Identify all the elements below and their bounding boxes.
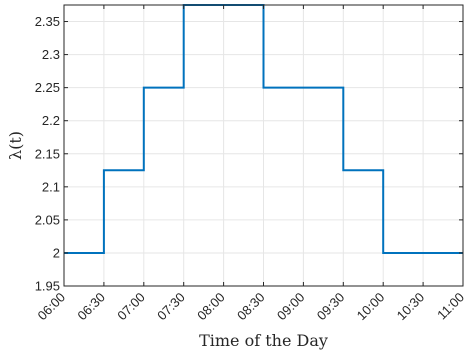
x-tick-label: 08:00 [194, 290, 228, 324]
x-tick-label: 09:00 [274, 290, 308, 324]
x-tick-label: 06:30 [74, 290, 108, 324]
y-tick-label: 2.15 [35, 146, 60, 161]
y-tick-label: 2 [53, 245, 60, 260]
y-tick-label: 2.2 [42, 113, 60, 128]
x-tick-label: 07:30 [154, 290, 188, 324]
tick-marks [63, 5, 464, 287]
x-tick-label: 10:00 [354, 290, 388, 324]
x-tick-labels: 06:00 06:30 07:00 07:30 08:00 08:30 09:00 09:30… [35, 290, 468, 324]
x-tick-label: 07:00 [114, 290, 148, 324]
x-tick-label: 11:00 [434, 290, 467, 323]
x-tick-label: 09:30 [314, 290, 348, 324]
y-tick-label: 2.25 [35, 80, 60, 95]
y-tick-label: 2.05 [35, 212, 60, 227]
x-tick-label: 08:30 [234, 290, 268, 324]
y-tick-labels: 1.95 2 2.05 2.1 2.15 2.2 2.25 2.3 2.35 [35, 14, 60, 293]
y-axis-title: λ(t) [6, 131, 25, 160]
x-axis-title: Time of the Day [199, 331, 328, 350]
y-tick-label: 2.3 [42, 47, 60, 62]
y-tick-label: 2.1 [42, 179, 60, 194]
y-tick-label: 1.95 [35, 279, 60, 294]
x-tick-label: 10:30 [394, 290, 428, 324]
y-tick-label: 2.35 [35, 14, 60, 29]
grid [63, 5, 464, 287]
x-tick-label: 06:00 [35, 290, 69, 324]
